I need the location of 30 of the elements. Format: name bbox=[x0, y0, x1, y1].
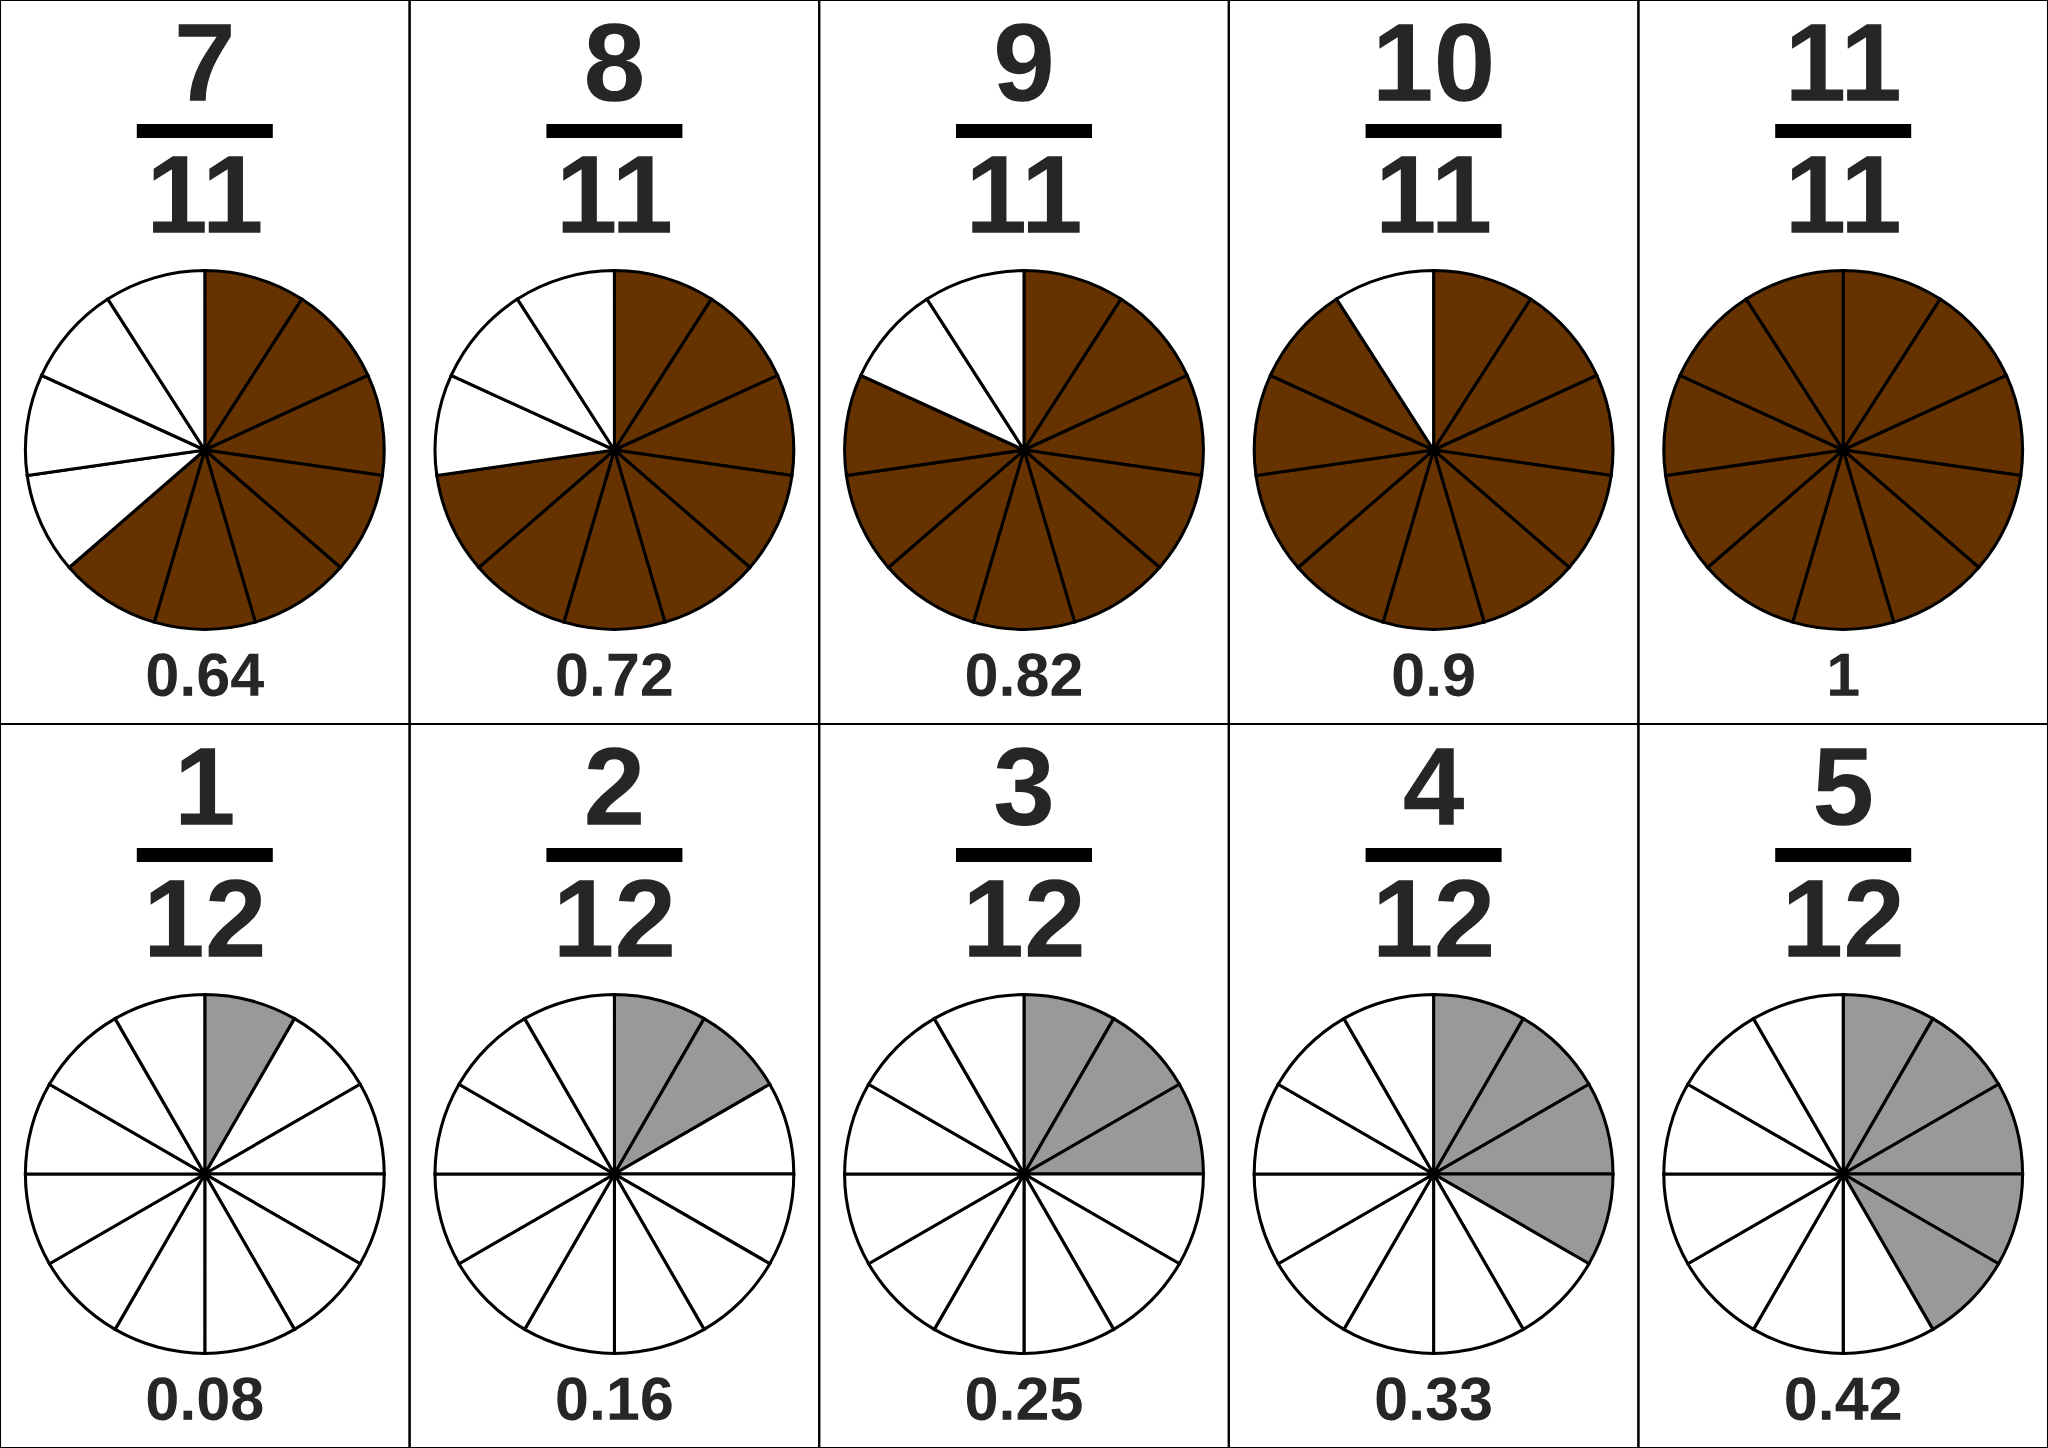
text: 1 bbox=[1830, 653, 1859, 696]
chart-subtitle: 11 bbox=[562, 156, 671, 233]
chart-subtitle: 12 bbox=[1378, 879, 1491, 957]
chart-subtitle: 11 bbox=[1381, 156, 1490, 233]
chart-title: 8 bbox=[587, 23, 642, 102]
chart-subtitle: 12 bbox=[1788, 879, 1901, 957]
chart-subtitle: 12 bbox=[969, 879, 1082, 957]
text: 0.16 bbox=[557, 1377, 672, 1421]
chart-title: 9 bbox=[996, 23, 1051, 102]
chart-subtitle: 11 bbox=[153, 156, 261, 233]
chart-title: 5 bbox=[1815, 748, 1871, 826]
chart-title: 3 bbox=[995, 747, 1051, 826]
text: 0.42 bbox=[1786, 1377, 1901, 1421]
chart-subtitle: 11 bbox=[972, 156, 1080, 233]
chart-title: 4 bbox=[1404, 748, 1464, 825]
text: 0.72 bbox=[557, 653, 672, 697]
chart-subtitle: 11 bbox=[1791, 24, 1899, 101]
chart-title: 1 bbox=[180, 748, 233, 825]
text: 0.9 bbox=[1393, 653, 1474, 697]
chart-title: 10 bbox=[1378, 23, 1491, 102]
chart-subtitle: 12 bbox=[150, 879, 263, 957]
text: 0.82 bbox=[966, 653, 1082, 697]
text: 0.33 bbox=[1376, 1377, 1491, 1421]
chart-title: 2 bbox=[587, 747, 641, 825]
chart-title: 7 bbox=[178, 24, 231, 101]
text: 0.25 bbox=[966, 1377, 1082, 1421]
text: 0.08 bbox=[147, 1377, 263, 1421]
chart-subtitle: 12 bbox=[559, 879, 672, 957]
chart-title: 11 bbox=[1791, 156, 1899, 233]
text: 0.64 bbox=[147, 653, 264, 697]
